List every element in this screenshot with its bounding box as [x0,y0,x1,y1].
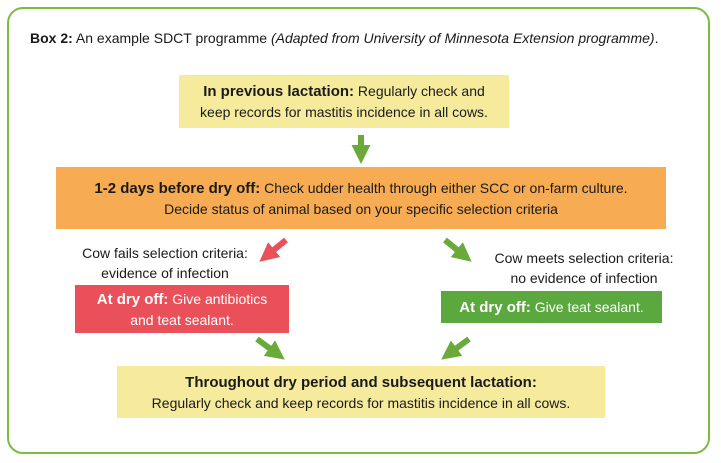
meets-criteria-line-1: Cow meets selection criteria: [494,250,674,266]
dry-off-antibiotics-text-1: Give antibiotics [168,290,268,307]
previous-lactation-title: In previous lactation: [203,83,355,100]
throughout-dry-period-box: Throughout dry period and subsequent lac… [117,366,605,418]
caption-text: An example SDCT programme [72,30,271,46]
previous-lactation-box: In previous lactation: Regularly check a… [179,75,509,128]
caption-source: (Adapted from University of Minnesota Ex… [270,30,655,46]
caption-label: Box 2: [30,30,73,46]
arrow-to-final-left-icon [255,336,285,360]
fails-criteria-line-2: evidence of infection [101,265,229,281]
meets-criteria-label: Cow meets selection criteria: no evidenc… [478,248,690,288]
before-dry-off-box: 1-2 days before dry off: Check udder hea… [56,167,666,229]
dry-off-sealant-box: At dry off: Give teat sealant. [441,291,662,323]
dry-off-antibiotics-text-2: and teat sealant. [130,311,234,328]
arrow-green-diagonal-icon [443,237,472,262]
dry-off-sealant-title: At dry off: [459,298,531,316]
previous-lactation-text-2: keep records for mastitis incidence in a… [200,104,488,120]
arrow-to-final-right-icon [441,336,471,360]
caption-end: . [654,30,659,46]
throughout-dry-period-text-1: Regularly check and keep records for mas… [151,394,571,411]
arrow-red-diagonal-icon [259,237,288,262]
meets-criteria-line-2: no evidence of infection [510,270,658,286]
fails-criteria-line-1: Cow fails selection criteria: [82,245,248,261]
box-frame [7,7,710,454]
throughout-dry-period-title: Throughout dry period and subsequent lac… [185,373,537,391]
fails-criteria-label: Cow fails selection criteria: evidence o… [70,243,260,283]
caption: Box 2: An example SDCT programme (Adapte… [30,30,658,46]
before-dry-off-text-1: Check udder health through either SCC or… [260,179,628,196]
before-dry-off-text-2: Decide status of animal based on your sp… [164,200,558,217]
dry-off-antibiotics-box: At dry off: Give antibiotics and teat se… [75,285,289,333]
dry-off-sealant-text-1: Give teat sealant. [530,298,644,315]
before-dry-off-title: 1-2 days before dry off: [94,179,261,197]
previous-lactation-text-1: Regularly check and [354,83,485,99]
dry-off-antibiotics-title: At dry off: [96,290,169,308]
